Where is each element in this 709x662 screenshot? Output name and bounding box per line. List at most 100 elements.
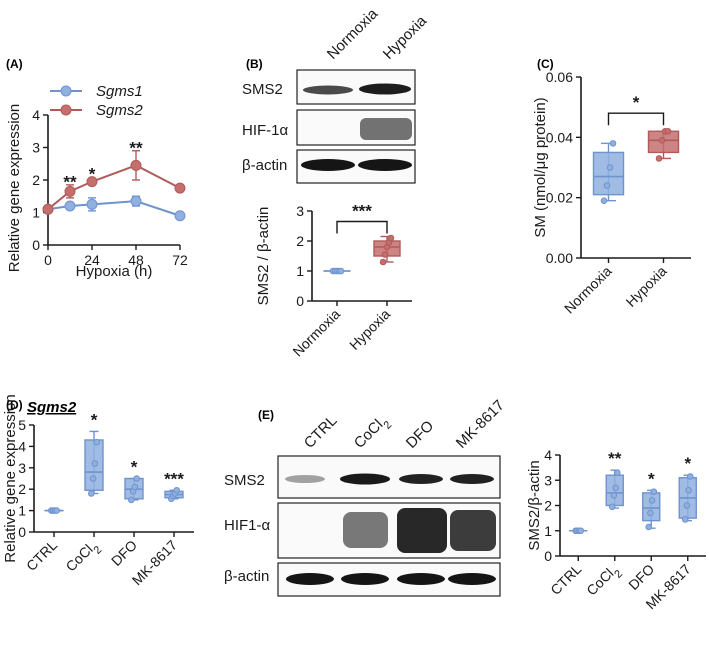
significance-bracket [336,220,388,234]
blot-e-lane-ctrl: CTRL [301,412,341,452]
significance-marker: ** [129,139,143,158]
data-point [53,507,61,514]
panel-label-a: (A) [6,57,23,71]
blot-e-sms2-band-mk8617 [450,474,494,484]
data-point [685,487,692,494]
x-tick-label: Hypoxia [623,263,670,310]
blot-e-row-actin: β-actin [224,568,269,585]
data-point [64,185,76,197]
data-point [655,155,663,162]
data-point [91,460,99,467]
significance-marker: * [684,454,691,473]
blot-b-sms2-band-hypoxia [359,83,411,95]
box-iqr [642,492,661,522]
data-point [687,473,694,480]
y-tick-label: 1 [18,503,26,519]
significance-marker: * [89,165,96,184]
y-tick-label: 4 [18,438,26,454]
data-point [379,258,387,266]
blot-e-sms2-band-dfo [399,474,443,484]
y-tick-label: 2 [18,481,26,497]
data-point [608,503,616,511]
blot-b-row-hif: HIF-1α [242,122,289,139]
y-tick-label: 3 [544,472,552,488]
x-tick-label: 72 [172,252,188,268]
x-tick-label: Hypoxia [346,306,393,353]
data-point [174,210,186,222]
svg-text:CoCl2: CoCl2 [351,412,394,455]
y-axis-label: Relative gene expression [6,104,23,272]
y-tick-label: 0 [32,237,40,253]
legend-label-sgms2: Sgms2 [96,102,143,119]
legend-marker-sgms2 [60,104,72,116]
data-point [603,182,611,189]
panel-label-e: (E) [258,408,274,422]
significance-marker: ** [63,173,77,192]
y-tick-label: 0.04 [546,129,573,145]
x-tick-label: DFO [625,561,657,593]
blot-e-hif-band-cocl2 [343,512,388,548]
significance-marker: * [91,410,98,429]
data-point [64,200,76,212]
data-point [93,438,100,446]
data-point [86,198,98,210]
data-point [612,484,619,492]
y-tick-label: 2 [544,498,552,514]
significance-marker: *** [352,202,372,221]
blot-e-hif-band-dfo [397,508,447,553]
data-point [86,176,98,188]
data-point [128,496,135,504]
blot-b-lane-hypoxia: Hypoxia [380,12,431,63]
y-tick-label: 0 [18,524,26,540]
y-tick-label: 4 [32,107,40,123]
x-tick-label: CoCl2 [583,561,625,603]
x-tick-label: Normoxia [289,306,343,360]
data-point [648,497,656,504]
panel-label-c: (C) [537,57,554,71]
blot-e-actin-band-ctrl [286,573,334,585]
significance-marker: * [633,93,640,112]
data-point [88,490,95,497]
x-tick-label: CoCl2 [62,537,104,579]
y-tick-label: 3 [18,460,26,476]
significance-marker: *** [164,469,184,488]
y-tick-label: 0.02 [546,190,573,206]
data-point [650,488,658,495]
y-tick-label: 5 [18,417,26,433]
x-tick-label: CTRL [547,561,584,598]
blot-e-sms2-band-ctrl [285,475,325,483]
x-tick-label: CTRL [23,537,60,574]
data-point [387,234,395,242]
y-axis-label: SMS2 / β-actin [255,207,272,306]
blot-e-row-sms2: SMS2 [224,472,265,489]
data-point [606,164,614,171]
blot-e-lane-mk8617: MK-8617 [453,397,508,452]
significance-marker: ** [608,449,622,468]
data-point [645,523,653,531]
blot-e-lane-dfo: DFO [403,417,437,451]
blot-b-actin-band-normoxia [301,159,355,171]
y-tick-label: 4 [544,447,552,463]
data-point [577,527,585,535]
y-tick-label: 3 [296,203,304,219]
blot-e-actin-band-mk8617 [448,573,496,585]
y-axis-label: SMS2/β-actin [526,460,543,550]
y-tick-label: 0.06 [546,69,573,85]
blot-e-actin-band-dfo [397,573,445,585]
x-tick-label: Normoxia [561,263,615,317]
blot-e-hif-band-mk8617 [450,510,496,551]
chart-a-line: 0 1 2 3 4 0 24 48 72 Hypoxia (h) Relative gene exp… [6,83,188,280]
blot-e-actin-band-cocl2 [341,573,389,585]
data-point [381,251,389,258]
y-tick-label: 2 [32,172,40,188]
blot-e-sms2-band-cocl2 [340,473,390,485]
blot-b-row-actin: β-actin [242,157,287,174]
data-point [609,140,617,147]
blot-b-sms2-band-normoxia [303,85,353,95]
blot-e-row-hif: HIF1-α [224,517,271,534]
x-tick-label: DFO [108,537,140,569]
blot-e-lane-cocl2: CoCl2 [351,412,394,455]
x-tick-label: 24 [84,252,100,268]
